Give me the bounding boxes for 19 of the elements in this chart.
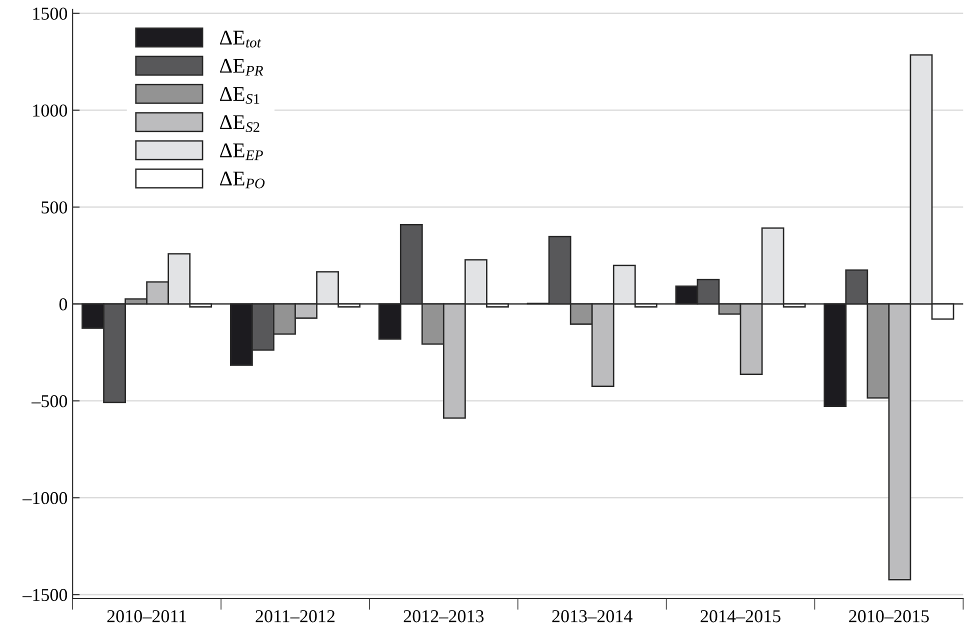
y-tick-label: –1500 [22,588,68,602]
legend-label: ΔE$_{tot}$ [220,30,262,48]
y-tick-label: –1000 [22,492,68,504]
x-tick-label: 2010–2011 [107,610,186,622]
legend-label: ΔE$_{EP}$ [220,143,263,160]
y-tick-label: –500 [32,395,68,408]
y-tick-label: 0 [59,298,68,310]
y-tick-label: 1500 [33,8,68,20]
x-tick-label: 2011–2012 [256,610,335,622]
legend-label: ΔE$_{S2}$ [220,115,260,132]
x-tick-label: 2010–2015 [849,610,929,622]
legend-label: ΔE$_{PR}$ [220,58,264,76]
legend-label: ΔE$_{PO}$ [220,172,265,188]
y-tick-label: 1000 [33,104,68,117]
legend-label: ΔE$_{S1}$ [220,87,260,104]
y-tick-label: 500 [42,201,68,214]
x-tick-label: 2012–2013 [404,610,484,622]
x-tick-label: 2014–2015 [700,610,780,622]
x-tick-label: 2013–2014 [552,610,632,622]
